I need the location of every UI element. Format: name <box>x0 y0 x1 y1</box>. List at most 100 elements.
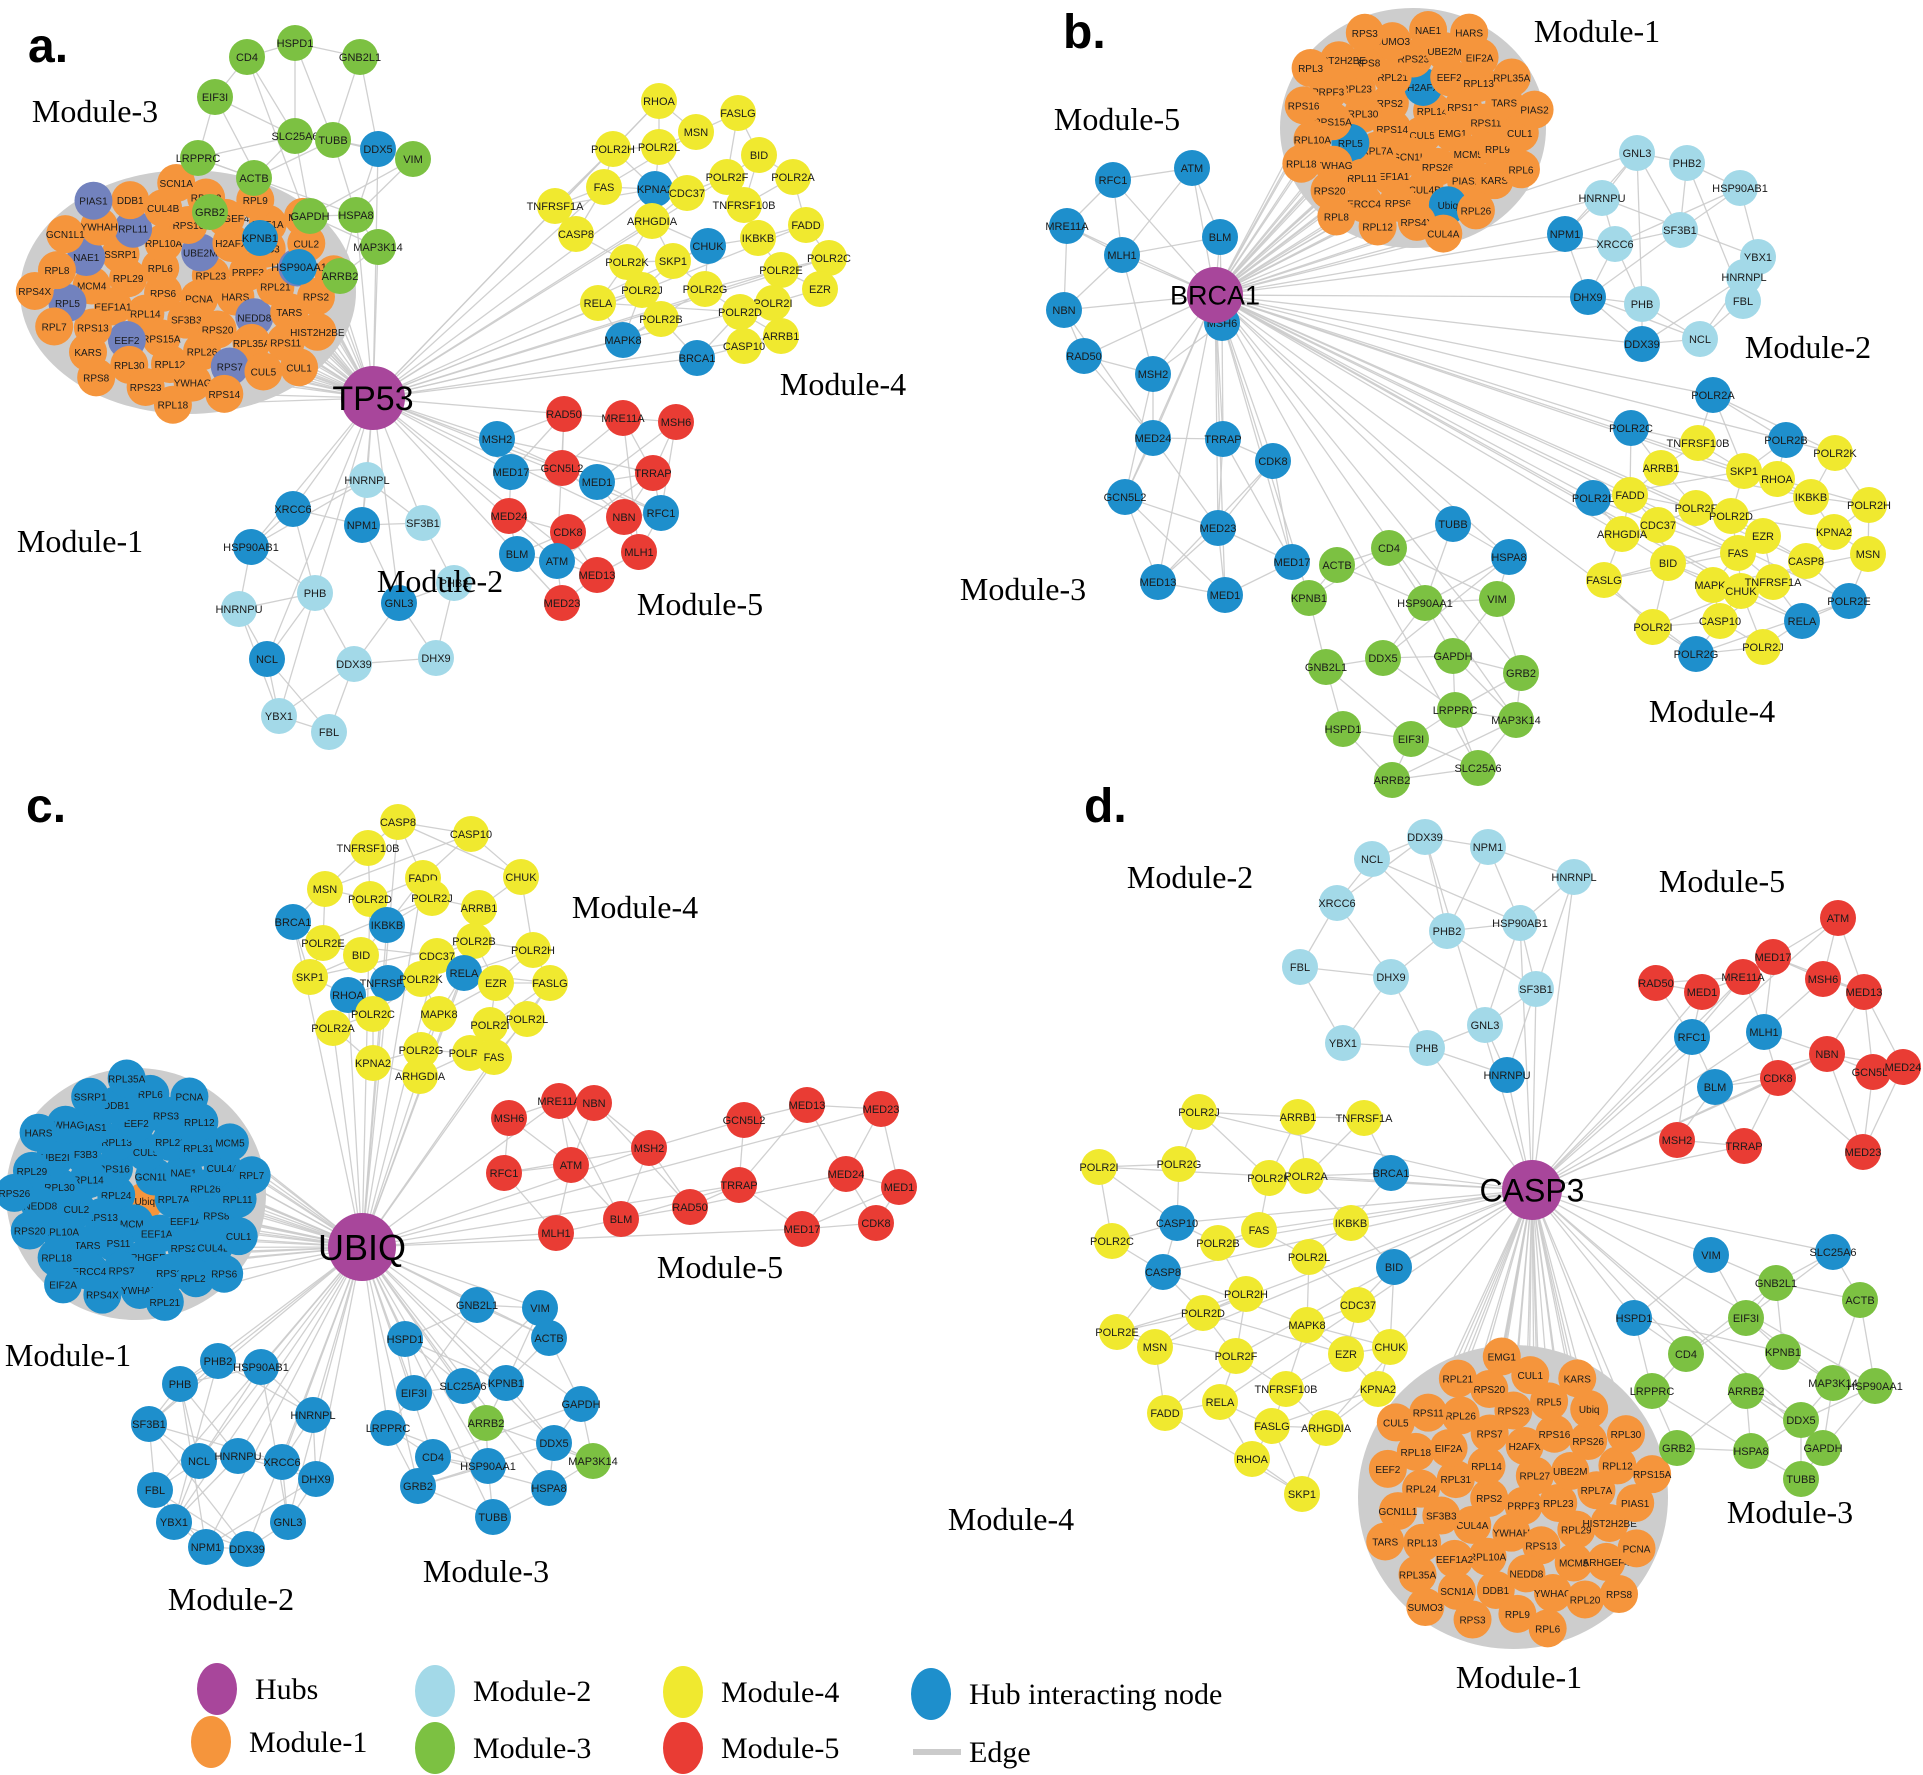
node-POLR2B[interactable]: POLR2B <box>452 923 496 959</box>
node-MED17[interactable]: MED17 <box>1274 544 1311 580</box>
node-GRB2[interactable]: GRB2 <box>400 1468 436 1504</box>
node-EIF3I[interactable]: EIF3I <box>197 79 233 115</box>
node-BLM[interactable]: BLM <box>499 536 535 572</box>
node-MAPK8[interactable]: MAPK8 <box>604 322 642 358</box>
node-POLR2A[interactable]: POLR2A <box>1691 377 1735 413</box>
node-TARS[interactable]: TARS <box>1366 1522 1405 1561</box>
node-MSH2[interactable]: MSH2 <box>1659 1122 1695 1158</box>
node-PHB[interactable]: PHB <box>297 575 333 611</box>
node-PHB2[interactable]: PHB2 <box>1669 145 1705 181</box>
node-BID[interactable]: BID <box>1376 1249 1412 1285</box>
node-FASLG[interactable]: FASLG <box>1254 1408 1290 1444</box>
node-SF3B1[interactable]: SF3B1 <box>1662 212 1698 248</box>
node-MED24[interactable]: MED24 <box>1135 420 1172 456</box>
node-SSRP1[interactable]: SSRP1 <box>71 1077 110 1116</box>
node-KPNA2[interactable]: KPNA2 <box>1816 514 1852 550</box>
node-CUL1[interactable]: CUL1 <box>219 1217 258 1256</box>
hub-node-CASP3[interactable]: CASP3 <box>1480 1160 1585 1220</box>
node-CUL5[interactable]: CUL5 <box>1376 1403 1415 1442</box>
node-HSPD1[interactable]: HSPD1 <box>1616 1300 1653 1336</box>
node-CUL5[interactable]: CUL5 <box>244 352 283 391</box>
node-KPNB1[interactable]: KPNB1 <box>1765 1334 1801 1370</box>
node-SUMO3[interactable]: SUMO3 <box>1406 1588 1445 1627</box>
node-GNB2L1[interactable]: GNB2L1 <box>339 39 381 75</box>
node-GRB2[interactable]: GRB2 <box>192 194 228 230</box>
node-HNRNPU[interactable]: HNRNPU <box>214 1438 262 1474</box>
node-GAPDH[interactable]: GAPDH <box>1433 638 1473 674</box>
node-ATM[interactable]: ATM <box>1174 150 1210 186</box>
node-ARHGDIA[interactable]: ARHGDIA <box>627 203 678 239</box>
node-POLR2K[interactable]: POLR2K <box>1813 435 1857 471</box>
node-RPL18[interactable]: RPL18 <box>153 385 192 424</box>
node-GNL3[interactable]: GNL3 <box>1467 1007 1503 1043</box>
hub-node-BRCA1[interactable]: BRCA1 <box>1170 267 1260 323</box>
node-BID[interactable]: BID <box>343 937 379 973</box>
node-ARRB1[interactable]: ARRB1 <box>461 890 498 926</box>
node-RPL18[interactable]: RPL18 <box>1282 144 1321 183</box>
node-RPS8[interactable]: RPS8 <box>1600 1575 1639 1614</box>
node-ARRB2[interactable]: ARRB2 <box>1728 1373 1765 1409</box>
node-POLR2L[interactable]: POLR2L <box>506 1001 548 1037</box>
node-ACTB[interactable]: ACTB <box>1319 547 1355 583</box>
node-DHX9[interactable]: DHX9 <box>418 640 454 676</box>
node-MED13[interactable]: MED13 <box>1846 974 1883 1010</box>
node-BLM[interactable]: BLM <box>1202 219 1238 255</box>
node-MLH1[interactable]: MLH1 <box>1746 1014 1782 1050</box>
node-CASP8[interactable]: CASP8 <box>1145 1254 1181 1290</box>
node-KPNA2[interactable]: KPNA2 <box>1360 1371 1396 1407</box>
node-MSH2[interactable]: MSH2 <box>479 421 515 457</box>
node-MRE11A[interactable]: MRE11A <box>1045 208 1089 244</box>
node-RAD50[interactable]: RAD50 <box>546 396 582 432</box>
node-IKBKB[interactable]: IKBKB <box>1793 479 1829 515</box>
node-DDX5[interactable]: DDX5 <box>536 1425 572 1461</box>
node-RELA[interactable]: RELA <box>580 285 616 321</box>
node-DDX39[interactable]: DDX39 <box>1624 326 1660 362</box>
node-DDX39[interactable]: DDX39 <box>229 1531 265 1567</box>
node-EMG1[interactable]: EMG1 <box>1482 1337 1521 1376</box>
node-MSH2[interactable]: MSH2 <box>1135 356 1171 392</box>
node-HARS[interactable]: HARS <box>1450 13 1489 52</box>
node-CHUK[interactable]: CHUK <box>1372 1329 1408 1365</box>
node-FADD[interactable]: FADD <box>1147 1395 1183 1431</box>
node-MED23[interactable]: MED23 <box>1845 1134 1882 1170</box>
node-RPS4X[interactable]: RPS4X <box>83 1275 122 1314</box>
node-IKBKB[interactable]: IKBKB <box>1333 1205 1369 1241</box>
node-POLR2B[interactable]: POLR2B <box>1196 1225 1240 1261</box>
node-CHUK[interactable]: CHUK <box>690 228 726 264</box>
node-TRRAP[interactable]: TRRAP <box>1725 1128 1763 1164</box>
node-PHB[interactable]: PHB <box>1624 286 1660 322</box>
node-SKP1[interactable]: SKP1 <box>1726 453 1762 489</box>
node-LRPPRC[interactable]: LRPPRC <box>1630 1373 1675 1409</box>
node-RPS14[interactable]: RPS14 <box>205 374 244 413</box>
node-RELA[interactable]: RELA <box>446 955 482 991</box>
node-XRCC6[interactable]: XRCC6 <box>1318 885 1356 921</box>
node-EEF2[interactable]: EEF2 <box>1368 1449 1407 1488</box>
node-NBN[interactable]: NBN <box>1046 292 1082 328</box>
node-HSPA8[interactable]: HSPA8 <box>1733 1433 1769 1469</box>
node-MSN[interactable]: MSN <box>678 114 714 150</box>
node-POLR2E[interactable]: POLR2E <box>1095 1314 1139 1350</box>
node-TNFRSF10B[interactable]: TNFRSF10B <box>1667 425 1730 461</box>
node-MCM5[interactable]: MCM5 <box>210 1123 249 1162</box>
node-NCL[interactable]: NCL <box>181 1443 217 1479</box>
node-FADD[interactable]: FADD <box>788 207 824 243</box>
node-HNRNPL[interactable]: HNRNPL <box>290 1397 336 1433</box>
node-BID[interactable]: BID <box>1650 545 1686 581</box>
node-RPL6[interactable]: RPL6 <box>1528 1609 1567 1648</box>
node-RFC1[interactable]: RFC1 <box>643 495 679 531</box>
node-CDC37[interactable]: CDC37 <box>669 175 705 211</box>
node-BLM[interactable]: BLM <box>1697 1069 1733 1105</box>
node-HSP90AB1[interactable]: HSP90AB1 <box>223 529 279 565</box>
node-CUL1[interactable]: CUL1 <box>280 348 319 387</box>
node-ARRB1[interactable]: ARRB1 <box>1280 1099 1317 1135</box>
node-RPL7[interactable]: RPL7 <box>35 307 74 346</box>
node-ARRB1[interactable]: ARRB1 <box>763 318 800 354</box>
hub-node-UBIQ[interactable]: UBIQ <box>318 1213 406 1281</box>
node-HSPD1[interactable]: HSPD1 <box>1325 711 1362 747</box>
node-MED1[interactable]: MED1 <box>1207 577 1243 613</box>
node-KARS[interactable]: KARS <box>1558 1359 1597 1398</box>
node-HSPA8[interactable]: HSPA8 <box>1491 539 1527 575</box>
node-HSP90AB1[interactable]: HSP90AB1 <box>1712 170 1768 206</box>
node-PHB2[interactable]: PHB2 <box>1429 913 1465 949</box>
node-DHX9[interactable]: DHX9 <box>1373 959 1409 995</box>
